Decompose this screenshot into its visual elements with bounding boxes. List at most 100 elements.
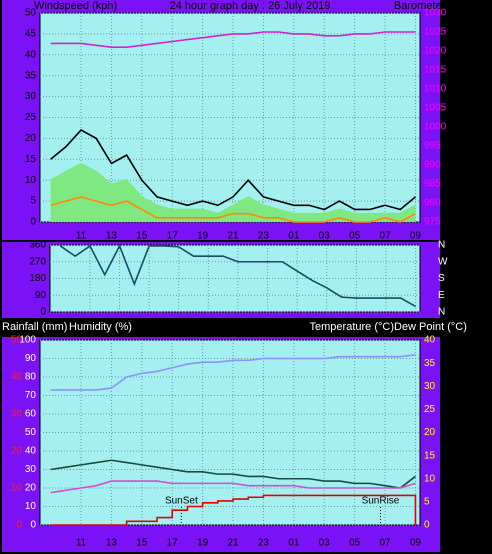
series-line <box>50 196 416 223</box>
y-tick-label: 20 <box>25 483 37 494</box>
y-tick-label: 40 <box>25 446 37 457</box>
x-tick-label: 05 <box>349 231 361 242</box>
y3-tick-label: 0 <box>16 520 22 531</box>
y-axis-title: Windspeed (kph) <box>34 0 117 12</box>
y2-tick-label: 985 <box>424 179 441 190</box>
y-tick-label: 20 <box>25 133 37 144</box>
annotation: SunRise <box>362 496 400 507</box>
y2-tick-label: E <box>438 290 445 301</box>
y3-tick-label: 30 <box>11 409 23 420</box>
y-tick-label: 35 <box>25 70 37 81</box>
y-tick-label: 360 <box>29 240 46 251</box>
y2-tick-label: 1030 <box>424 8 447 19</box>
legend-temperature: Temperature (°C) <box>310 321 394 333</box>
y2-tick-label: W <box>438 256 448 267</box>
y2-tick-label: 1020 <box>424 46 447 57</box>
y-tick-label: 10 <box>25 175 37 186</box>
x-tick-label: 19 <box>197 538 209 549</box>
y2-tick-label: 40 <box>424 335 436 346</box>
x-tick-label: 03 <box>319 538 331 549</box>
legend-rainfall: Rainfall (mm) <box>2 321 67 333</box>
y2-tick-label: 975 <box>424 217 441 228</box>
x-tick-label: 05 <box>349 538 361 549</box>
y-tick-label: 50 <box>25 8 37 19</box>
y-tick-label: 25 <box>25 112 37 123</box>
y2-tick-label: 5 <box>424 497 430 508</box>
y-tick-label: 15 <box>25 154 37 165</box>
y-tick-label: 0 <box>40 307 46 318</box>
x-tick-label: 21 <box>227 231 239 242</box>
y2-tick-label: 1005 <box>424 103 447 114</box>
x-tick-label: 09 <box>410 231 422 242</box>
y-tick-label: 270 <box>29 256 46 267</box>
series-line <box>50 459 416 489</box>
y-tick-label: 70 <box>25 390 37 401</box>
y3-tick-label: 50 <box>11 335 23 346</box>
y2-tick-label: 15 <box>424 450 436 461</box>
y2-tick-label: 10 <box>424 473 436 484</box>
y-tick-label: 10 <box>25 501 37 512</box>
series-line <box>50 494 417 526</box>
y2-tick-label: 35 <box>424 358 436 369</box>
y2-axis-title: Barometer (hpa) <box>394 0 474 12</box>
series-line <box>50 480 416 494</box>
y-tick-label: 40 <box>25 49 37 60</box>
series-line <box>50 354 416 391</box>
x-tick-label: 07 <box>379 538 391 549</box>
x-tick-label: 03 <box>319 231 331 242</box>
y3-tick-label: 10 <box>11 483 23 494</box>
x-tick-label: 19 <box>197 231 209 242</box>
x-tick-label: 23 <box>258 231 270 242</box>
x-tick-label: 11 <box>76 231 87 242</box>
y2-tick-label: 1015 <box>424 65 447 76</box>
x-tick-label: 07 <box>379 231 391 242</box>
y2-tick-label: 990 <box>424 160 441 171</box>
x-tick-label: 09 <box>410 538 422 549</box>
x-tick-label: 17 <box>167 231 179 242</box>
y-tick-label: 180 <box>29 273 46 284</box>
x-tick-label: 11 <box>76 538 87 549</box>
y-tick-label: 0 <box>30 217 36 228</box>
y-tick-label: 90 <box>25 353 37 364</box>
legend-dew-point: Dew Point (°C) <box>394 321 467 333</box>
y2-tick-label: 980 <box>424 198 441 209</box>
y2-tick-label: S <box>438 273 445 284</box>
y-tick-label: 30 <box>25 464 37 475</box>
y2-tick-label: N <box>438 307 445 318</box>
annotation: SunSet <box>165 496 198 507</box>
plot-area <box>49 244 421 313</box>
x-tick-label: 13 <box>106 231 118 242</box>
y-tick-label: 80 <box>25 372 37 383</box>
y2-tick-label: 20 <box>424 427 436 438</box>
x-tick-label: 17 <box>167 538 179 549</box>
y2-tick-label: 0 <box>424 520 430 531</box>
y-tick-label: 50 <box>25 427 37 438</box>
legend-humidity: Humidity (%) <box>69 321 132 333</box>
x-tick-label: 01 <box>288 538 300 549</box>
y2-tick-label: N <box>438 240 445 251</box>
y2-tick-label: 25 <box>424 404 436 415</box>
y-tick-label: 45 <box>25 29 37 40</box>
y3-tick-label: 20 <box>11 446 23 457</box>
series-area <box>50 163 416 222</box>
x-tick-label: 15 <box>136 231 148 242</box>
y-tick-label: 60 <box>25 409 37 420</box>
y2-tick-label: 1025 <box>424 27 447 38</box>
series-line <box>59 243 416 308</box>
series-line <box>50 31 416 48</box>
chart-title: 24 hour graph day : 26 July 2019 <box>170 0 331 12</box>
series-line <box>50 129 416 211</box>
x-tick-label: 13 <box>106 538 118 549</box>
y-tick-label: 100 <box>19 335 36 346</box>
y2-tick-label: 1000 <box>424 122 447 133</box>
y-tick-label: 0 <box>30 520 36 531</box>
y2-tick-label: 995 <box>424 141 441 152</box>
x-tick-label: 15 <box>136 538 148 549</box>
y-tick-label: 5 <box>30 196 36 207</box>
x-tick-label: 23 <box>258 538 270 549</box>
y2-tick-label: 1010 <box>424 84 447 95</box>
y-tick-label: 30 <box>25 91 37 102</box>
x-tick-label: 21 <box>227 538 239 549</box>
y-tick-label: 90 <box>35 290 47 301</box>
